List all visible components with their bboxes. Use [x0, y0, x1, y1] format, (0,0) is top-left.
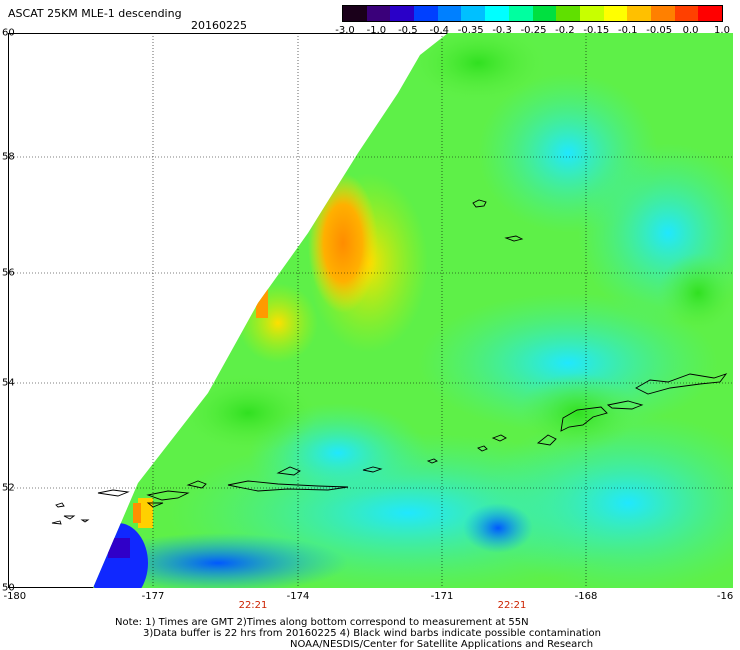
- latitude-label: 54: [2, 377, 15, 389]
- colorbar: [342, 5, 723, 22]
- colorbar-segment: [650, 6, 675, 21]
- colorbar-segment: [437, 6, 462, 21]
- longitude-label: -171: [430, 591, 454, 602]
- colorbar-label: -3.0: [335, 25, 355, 36]
- note-line-3: NOAA/NESDIS/Center for Satellite Applica…: [290, 639, 594, 650]
- colorbar-label: -0.15: [583, 25, 610, 36]
- colorbar-segment: [603, 6, 628, 21]
- note-line-1: Note: 1) Times are GMT 2)Times along bot…: [115, 617, 529, 628]
- map-plot: [8, 33, 733, 588]
- colorbar-label: -0.4: [429, 25, 450, 36]
- colorbar-label: -0.2: [555, 25, 575, 36]
- colorbar-segment: [461, 6, 486, 21]
- colorbar-segment: [532, 6, 557, 21]
- colorbar-segment: [343, 6, 367, 21]
- lat-lon-grid: [8, 33, 733, 588]
- latitude-label: 58: [2, 151, 15, 163]
- colorbar-label: -1.0: [366, 25, 387, 36]
- map-title: ASCAT 25KM MLE-1 descending: [8, 7, 182, 20]
- colorbar-label: 0.0: [682, 25, 699, 36]
- colorbar-segment: [674, 6, 699, 21]
- map-date: 20160225: [191, 19, 247, 32]
- colorbar-segment: [556, 6, 580, 21]
- latitude-label: 60: [2, 27, 15, 39]
- coastline: [51, 199, 728, 525]
- note-line-2: 3)Data buffer is 22 hrs from 20160225 4)…: [143, 628, 601, 639]
- latitude-label: 56: [2, 267, 15, 279]
- colorbar-segment: [414, 6, 438, 21]
- latitude-label: 52: [2, 482, 15, 494]
- longitude-label: -16: [716, 591, 734, 602]
- colorbar-segment: [698, 6, 722, 21]
- colorbar-segment: [485, 6, 509, 21]
- time-label-1: 22:21: [238, 600, 268, 611]
- longitude-label: -180: [3, 591, 27, 602]
- latitude-label: 50: [2, 582, 15, 594]
- colorbar-segment: [627, 6, 651, 21]
- colorbar-segment: [366, 6, 391, 21]
- longitude-label: -174: [286, 591, 310, 602]
- colorbar-label: -0.5: [398, 25, 418, 36]
- time-label-2: 22:21: [497, 600, 527, 611]
- colorbar-label: -0.25: [520, 25, 547, 36]
- colorbar-segment: [390, 6, 415, 21]
- colorbar-label: -0.1: [617, 25, 638, 36]
- scatterometer-swath: [93, 33, 733, 588]
- colorbar-segment: [508, 6, 533, 21]
- colorbar-label: -0.05: [646, 25, 673, 36]
- colorbar-label: -0.35: [457, 25, 484, 36]
- colorbar-label: 1.0: [714, 25, 730, 36]
- colorbar-segment: [579, 6, 604, 21]
- colorbar-label: -0.3: [492, 25, 512, 36]
- longitude-label: -177: [141, 591, 165, 602]
- longitude-label: -168: [574, 591, 598, 602]
